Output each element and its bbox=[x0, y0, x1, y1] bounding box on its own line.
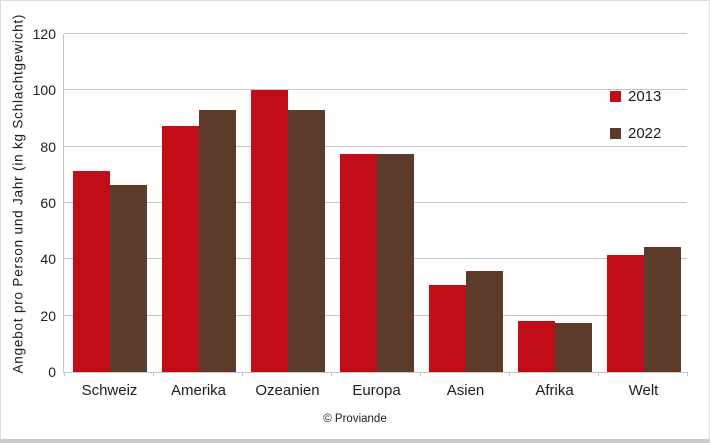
x-axis-tick bbox=[687, 372, 688, 376]
x-category-label: Europa bbox=[352, 382, 401, 399]
x-axis-tick bbox=[331, 372, 332, 376]
bar-2022-schweiz bbox=[109, 184, 147, 372]
legend: 2013 2022 bbox=[610, 89, 661, 163]
legend-label-2013: 2013 bbox=[628, 88, 662, 105]
bar-2022-ozeanien bbox=[287, 110, 325, 372]
legend-swatch-2022 bbox=[610, 128, 621, 139]
x-category-label: Asien bbox=[446, 382, 485, 399]
x-axis-tick bbox=[598, 372, 599, 376]
plot-area: 2013 2022 bbox=[63, 33, 688, 376]
x-axis-tick bbox=[509, 372, 510, 376]
bar-2022-welt bbox=[643, 246, 681, 372]
x-axis-tick bbox=[242, 372, 243, 376]
x-category-label: Ozeanien bbox=[255, 382, 320, 399]
x-axis-tick bbox=[64, 372, 65, 376]
y-tick-label: 20 bbox=[40, 307, 56, 324]
bar-2013-europa bbox=[339, 153, 377, 372]
x-category-label: Welt bbox=[628, 382, 659, 399]
bar-2022-asien bbox=[465, 270, 503, 372]
x-axis-tick bbox=[153, 372, 154, 376]
x-category-label: Afrika bbox=[535, 382, 574, 399]
x-category-label: Amerika bbox=[170, 382, 226, 399]
gridline bbox=[64, 145, 687, 147]
y-tick-label: 80 bbox=[40, 138, 56, 155]
x-axis-tick bbox=[420, 372, 421, 376]
gridline bbox=[64, 33, 687, 34]
y-tick-label: 100 bbox=[32, 82, 56, 99]
bar-2013-welt bbox=[606, 255, 644, 372]
copyright-credit: © Proviande bbox=[323, 413, 387, 425]
y-tick-label: 60 bbox=[40, 195, 56, 211]
bar-2013-amerika bbox=[161, 125, 199, 372]
bar-2022-afrika bbox=[554, 322, 592, 372]
bar-2022-amerika bbox=[198, 110, 236, 372]
bar-2022-europa bbox=[376, 153, 414, 372]
y-tick-label: 0 bbox=[48, 364, 56, 380]
y-tick-label: 120 bbox=[32, 26, 56, 42]
legend-item-2013: 2013 bbox=[610, 89, 661, 104]
bar-2013-schweiz bbox=[72, 170, 110, 372]
legend-label-2022: 2022 bbox=[628, 125, 662, 142]
legend-item-2022: 2022 bbox=[610, 126, 661, 141]
bar-2013-asien bbox=[428, 284, 466, 372]
x-category-label: Schweiz bbox=[81, 382, 138, 399]
y-tick-label: 40 bbox=[40, 251, 56, 268]
bar-2013-ozeanien bbox=[250, 90, 288, 372]
bar-2013-afrika bbox=[517, 321, 555, 372]
legend-swatch-2013 bbox=[610, 91, 621, 102]
gridline bbox=[64, 89, 687, 91]
